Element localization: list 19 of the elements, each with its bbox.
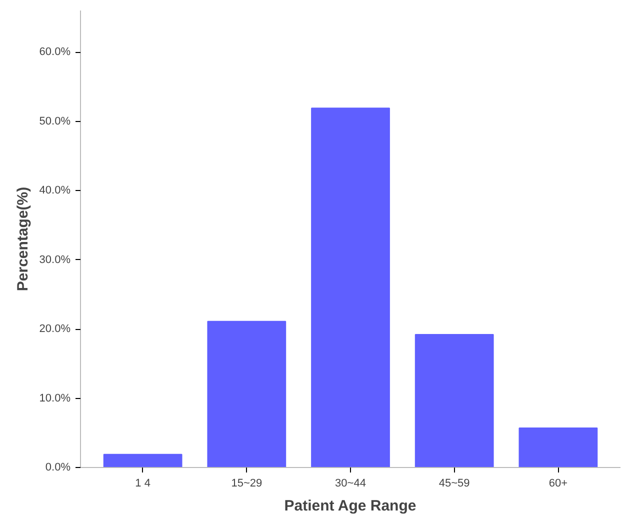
x-tick-label: 1 4: [135, 478, 150, 490]
bar: [414, 334, 494, 468]
y-axis-title: Percentage(%): [14, 186, 32, 292]
y-tick-label: 30.0%: [39, 254, 71, 266]
bar: [518, 428, 598, 468]
bar: [103, 454, 182, 468]
x-tick-label: 30~44: [335, 478, 366, 490]
y-tick-label: 10.0%: [39, 392, 71, 404]
y-tick-label: 60.0%: [39, 46, 71, 58]
bar: [311, 108, 390, 468]
y-tick-label: 0.0%: [45, 462, 71, 474]
bar: [207, 320, 286, 468]
y-tick-label: 40.0%: [39, 184, 71, 197]
x-axis-title: Patient Age Range: [284, 498, 416, 514]
x-tick-label: 15~29: [231, 478, 262, 490]
y-tick-label: 50.0%: [39, 115, 71, 128]
x-tick-label: 45~59: [438, 478, 470, 490]
y-tick-label: 20.0%: [39, 323, 71, 336]
x-tick-label: 60+: [548, 478, 568, 490]
